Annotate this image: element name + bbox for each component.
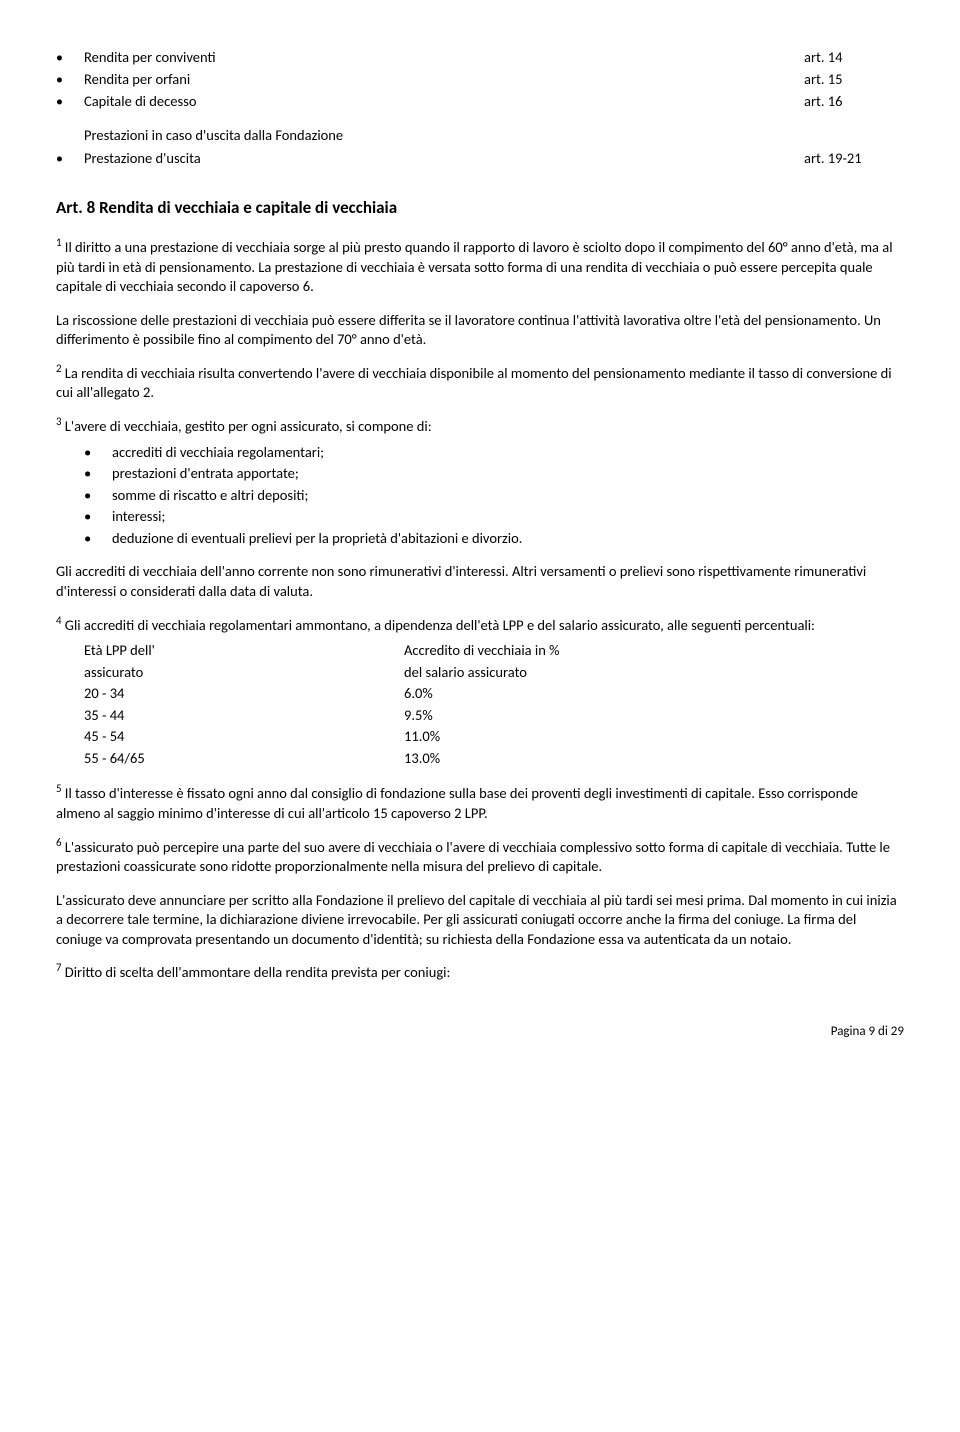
benefit-label: Rendita per conviventi [84, 48, 784, 68]
exit-section-intro: Prestazioni in caso d'uscita dalla Fonda… [56, 126, 904, 146]
age-cell: 20 - 34 [84, 684, 404, 706]
list-item: deduzione di eventuali prelievi per la p… [84, 529, 904, 549]
benefit-label: Prestazione d'uscita [84, 149, 784, 169]
table-row: 20 - 34 6.0% [84, 684, 559, 706]
paragraph-text: L'assicurato può percepire una parte del… [56, 838, 890, 876]
list-item: Prestazione d'uscita art. 19-21 [56, 149, 904, 169]
table-header-row: Età LPP dell' Accredito di vecchiaia in … [84, 641, 559, 663]
paragraph-9: L'assicurato deve annunciare per scritto… [56, 891, 904, 950]
age-cell: 45 - 54 [84, 727, 404, 749]
page-footer: Pagina 9 di 29 [56, 1023, 904, 1041]
table-header-cell: Accredito di vecchiaia in % [404, 641, 559, 663]
table-header-cell: Età LPP dell' [84, 641, 404, 663]
table-header-row: assicurato del salario assicurato [84, 663, 559, 685]
article-ref: art. 19-21 [784, 149, 904, 169]
exit-benefit-list: Prestazione d'uscita art. 19-21 [56, 149, 904, 169]
table-row: 45 - 54 11.0% [84, 727, 559, 749]
paragraph-10: 7 Diritto di scelta dell'ammontare della… [56, 963, 904, 983]
top-benefit-list: Rendita per conviventi art. 14 Rendita p… [56, 48, 904, 112]
list-item: somme di riscatto e altri depositi; [84, 486, 904, 506]
paragraph-text: Diritto di scelta dell'ammontare della r… [62, 963, 451, 981]
composition-list: accrediti di vecchiaia regolamentari; pr… [84, 443, 904, 549]
paragraph-7: 5 Il tasso d'interesse è fissato ogni an… [56, 784, 904, 823]
paragraph-text: La rendita di vecchiaia risulta converte… [56, 364, 892, 402]
list-item: accrediti di vecchiaia regolamentari; [84, 443, 904, 463]
contribution-rate-table: Età LPP dell' Accredito di vecchiaia in … [84, 641, 559, 770]
rate-cell: 6.0% [404, 684, 559, 706]
paragraph-text: Il tasso d'interesse è fissato ogni anno… [56, 784, 858, 822]
article-ref: art. 14 [784, 48, 904, 68]
age-cell: 35 - 44 [84, 706, 404, 728]
list-item: prestazioni d'entrata apportate; [84, 464, 904, 484]
benefit-label: Capitale di decesso [84, 92, 784, 112]
paragraph-2: La riscossione delle prestazioni di vecc… [56, 311, 904, 350]
table-row: 35 - 44 9.5% [84, 706, 559, 728]
list-item: Capitale di decesso art. 16 [56, 92, 904, 112]
paragraph-text: L'avere di vecchiaia, gestito per ogni a… [62, 417, 432, 435]
article-ref: art. 15 [784, 70, 904, 90]
rate-cell: 11.0% [404, 727, 559, 749]
article-ref: art. 16 [784, 92, 904, 112]
paragraph-6: 4 Gli accrediti di vecchiaia regolamenta… [56, 616, 904, 636]
list-item: Rendita per conviventi art. 14 [56, 48, 904, 68]
paragraph-text: Gli accrediti di vecchiaia regolamentari… [62, 616, 815, 634]
table-header-cell: assicurato [84, 663, 404, 685]
list-item: Rendita per orfani art. 15 [56, 70, 904, 90]
list-item: interessi; [84, 507, 904, 527]
paragraph-text: Il diritto a una prestazione di vecchiai… [56, 238, 893, 295]
table-row: 55 - 64/65 13.0% [84, 749, 559, 771]
rate-cell: 13.0% [404, 749, 559, 771]
article-title: Art. 8 Rendita di vecchiaia e capitale d… [56, 197, 904, 220]
rate-cell: 9.5% [404, 706, 559, 728]
paragraph-3: 2 La rendita di vecchiaia risulta conver… [56, 364, 904, 403]
paragraph-5: Gli accrediti di vecchiaia dell'anno cor… [56, 562, 904, 601]
paragraph-4: 3 L'avere di vecchiaia, gestito per ogni… [56, 417, 904, 437]
age-cell: 55 - 64/65 [84, 749, 404, 771]
benefit-label: Rendita per orfani [84, 70, 784, 90]
paragraph-1: 1 Il diritto a una prestazione di vecchi… [56, 238, 904, 297]
paragraph-8: 6 L'assicurato può percepire una parte d… [56, 838, 904, 877]
table-header-cell: del salario assicurato [404, 663, 559, 685]
